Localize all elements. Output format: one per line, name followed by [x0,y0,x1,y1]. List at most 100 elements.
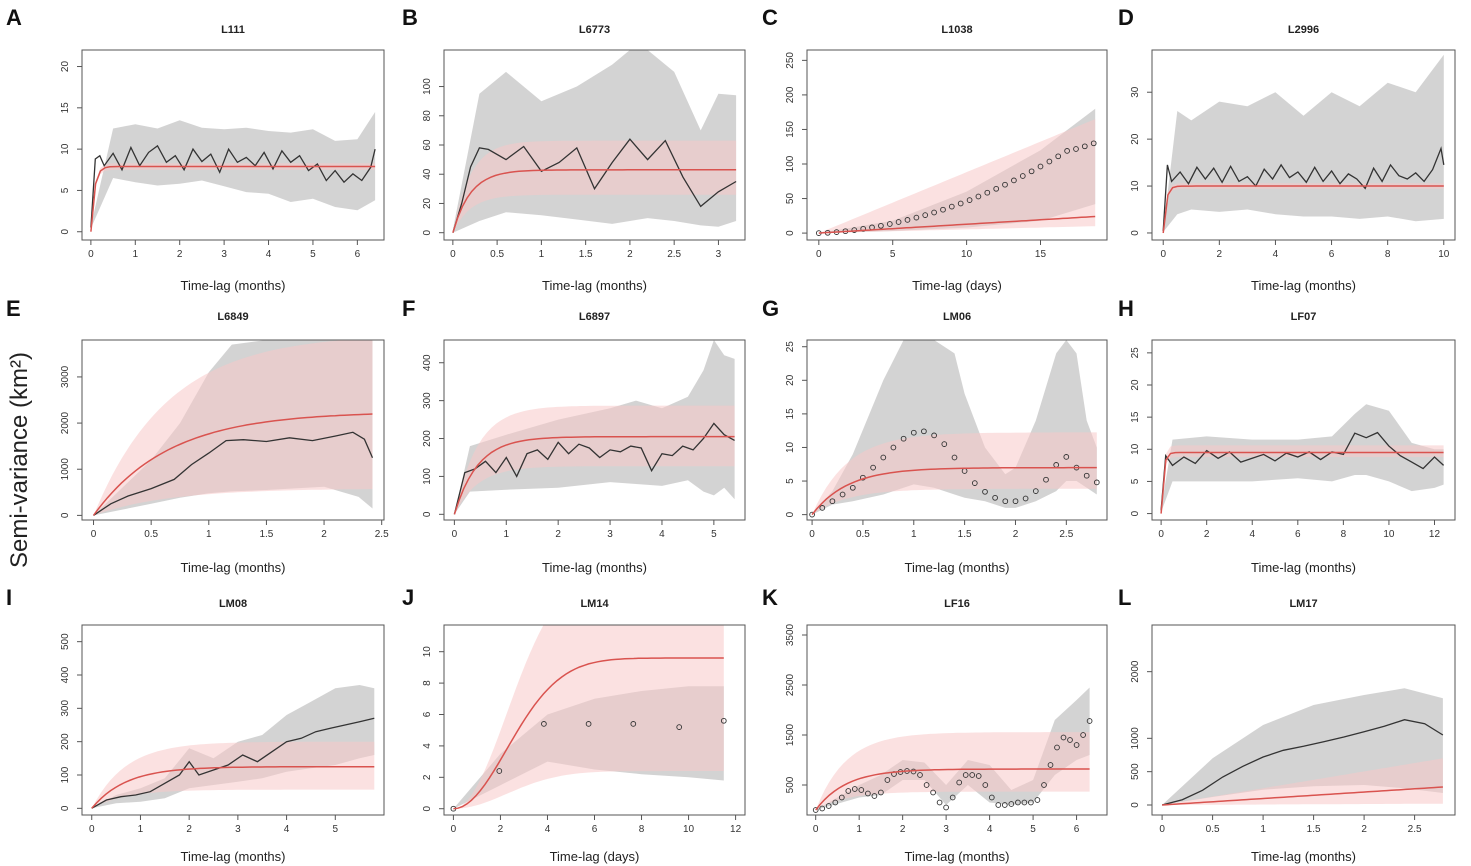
empirical-point [809,511,815,518]
x-axis-label: Time-lag (months) [1251,560,1356,575]
empirical-point [858,787,865,793]
plot-frame [443,339,746,521]
x-tick-label: 0 [91,529,97,540]
y-tick-label: 400 [60,666,71,683]
empirical-point [1083,472,1090,479]
fit-band [815,732,1090,810]
plot-area [90,112,376,232]
x-tick-label: 2.5 [1059,529,1073,540]
x-tick-label: 10 [961,249,973,260]
y-tick-label: 20 [1130,379,1141,391]
panel-d: 0 2 4 6 8 10 0 10 20 30 L2996 D Time-lag (months) [1118,5,1456,293]
y-tick-label: 0 [1130,230,1141,236]
plot-area [1162,54,1445,234]
fit-band [818,119,1096,234]
plot-frame [1151,49,1456,241]
empirical-point [1067,737,1073,743]
x-tick-label: 0 [813,824,819,835]
empirical-point [878,222,884,229]
x-tick-label: 2 [627,249,633,260]
empirical-point [993,185,1000,192]
empirical-band [90,112,376,229]
x-tick-label: 1.5 [259,529,273,540]
x-tick-label: 2 [321,529,327,540]
chart-title: L6897 [579,311,610,323]
empirical-point [1086,718,1093,724]
empirical-point [1002,498,1009,505]
x-tick-label: 3 [221,249,227,260]
empirical-point [948,203,955,210]
empirical-point [1011,177,1017,184]
plot-area [809,340,1100,518]
x-tick-label: 2 [555,529,561,540]
x-tick-label: 0.5 [856,529,870,540]
x-tick-label: 0 [809,529,815,540]
chart-title: LM14 [580,598,609,610]
plot-frame [81,339,385,521]
plot-area [812,687,1093,813]
x-axis-label: Time-lag (months) [542,278,647,293]
empirical-point [1002,181,1008,188]
x-tick-label: 6 [1329,249,1335,260]
x-tick-label: 6 [592,824,598,835]
empirical-point [1037,163,1044,170]
y-tick-label: 20 [422,197,433,209]
empirical-point [496,768,503,774]
empirical-line [453,422,735,515]
empirical-point [992,494,998,501]
empirical-point [1022,495,1029,502]
y-tick-label: 0 [785,230,796,236]
fit-line [818,215,1096,234]
y-tick-label: 10 [60,143,71,155]
chart-title: LM06 [943,311,971,323]
fit-band [454,405,735,515]
empirical-point [630,721,637,727]
y-tick-label: 1000 [1130,727,1141,750]
x-axis-label: Time-lag (months) [181,560,286,575]
chart-title: L6773 [579,24,610,36]
empirical-point [913,214,920,221]
empirical-point [819,505,826,511]
plot-area [92,340,374,516]
empirical-point [829,498,836,505]
x-tick-label: 10 [683,824,695,835]
y-tick-label: 2 [422,774,433,780]
fit-band [452,140,737,233]
empirical-point [962,772,969,778]
y-tick-label: 2000 [60,412,71,435]
fit-line [453,657,724,810]
fit-band [91,741,375,809]
empirical-point [1090,140,1097,147]
y-tick-label: 60 [422,139,433,151]
empirical-point [900,435,907,442]
chart-title: LM17 [1289,598,1317,610]
y-tick-label: 0 [422,229,433,235]
chart-title: L2996 [1288,24,1319,36]
x-tick-label: 0 [1159,824,1165,835]
x-tick-label: 0.5 [490,249,504,260]
panel-letter: J [402,585,414,610]
x-tick-label: 2.5 [1408,824,1422,835]
x-tick-label: 2 [498,824,504,835]
panel-e: 0 0.5 1 1.5 2 2.5 0 1000 2000 3000 L6849 E Time-lag … [6,296,389,575]
x-axis-label: Time-lag (months) [1251,849,1356,864]
y-tick-label: 500 [60,633,71,650]
empirical-point [1055,153,1062,160]
empirical-point [871,793,878,799]
empirical-point [940,206,946,213]
y-tick-label: 0 [1130,802,1141,808]
fit-line [1162,185,1444,234]
chart-title: LF07 [1291,311,1317,323]
x-tick-label: 0 [1158,529,1164,540]
x-tick-label: 0 [1160,249,1166,260]
y-tick-label: 2500 [785,673,796,696]
panel-letter: E [6,296,21,321]
x-tick-label: 4 [1249,529,1255,540]
x-tick-label: 0.5 [144,529,158,540]
empirical-point [1032,488,1039,494]
y-tick-label: 150 [785,121,796,138]
empirical-point [904,217,911,223]
empirical-point [1047,762,1054,768]
empirical-point [838,794,845,801]
x-tick-label: 5 [711,529,717,540]
